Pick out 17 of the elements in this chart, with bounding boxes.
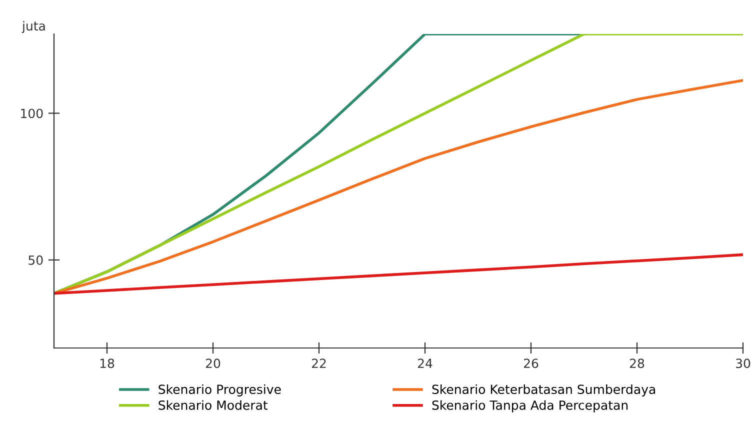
y-axis-title: juta (22, 20, 45, 34)
x-tick-label: 30 (736, 358, 750, 368)
line-series (54, 34, 743, 295)
x-tick-label: 24 (418, 358, 432, 368)
legend-label: Skenario Moderat (158, 400, 268, 410)
x-tick-label: 28 (630, 358, 644, 368)
x-tick-label: 26 (524, 358, 538, 368)
x-tick-label: 18 (100, 358, 114, 368)
x-tick-label: 20 (206, 358, 220, 368)
y-tick-label: 50 (28, 255, 43, 265)
legend-label: Skenario Progresive (158, 384, 281, 396)
line-series (54, 78, 743, 295)
y-tick-label: 100 (21, 108, 43, 118)
legend-label: Skenario Tanpa Ada Percepatan (432, 400, 628, 412)
x-tick-label: 22 (312, 358, 326, 368)
line-series (54, 253, 743, 295)
legend-label: Skenario Keterbatasan Sumberdaya (432, 384, 656, 396)
